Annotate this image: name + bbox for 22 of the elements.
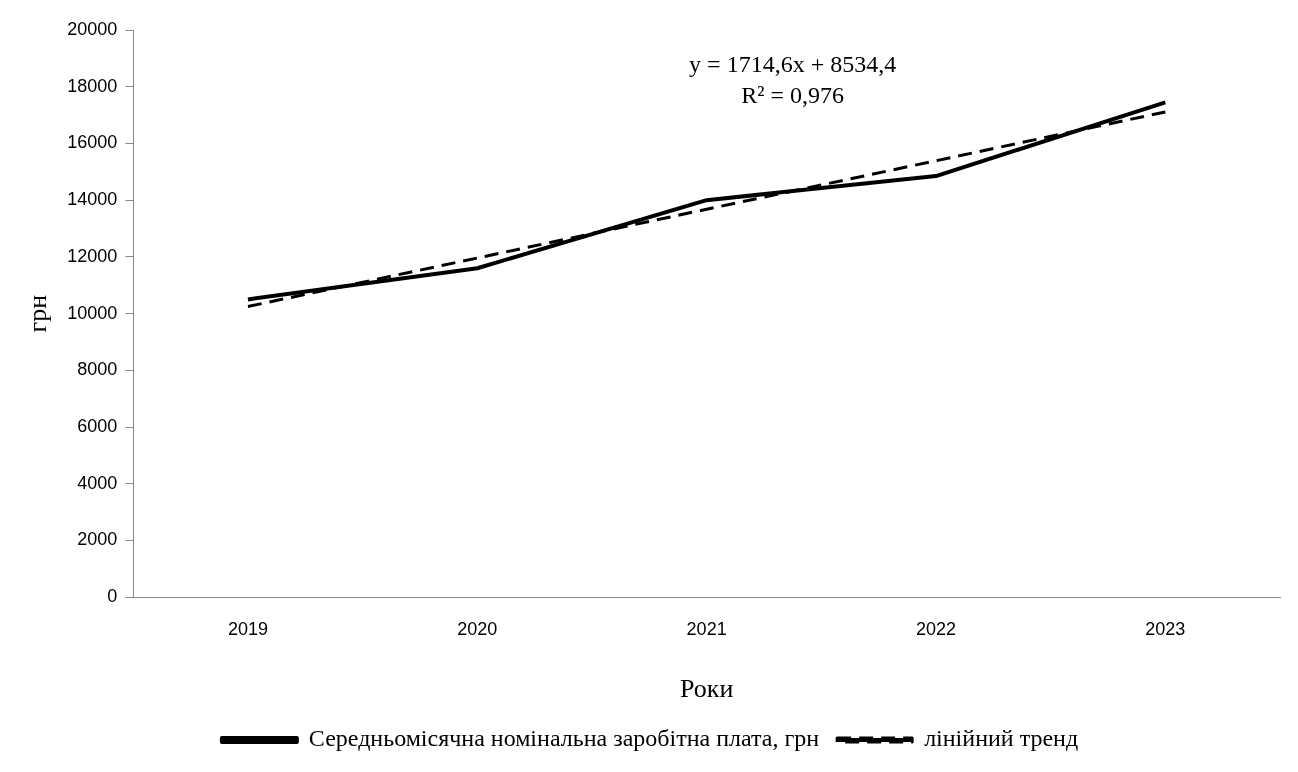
y-axis-title: грн xyxy=(23,294,53,333)
annotation: y = 1714,6x + 8534,4 xyxy=(689,51,897,78)
legend-label: лінійний тренд xyxy=(924,725,1079,752)
y-tick-label: 12000 xyxy=(67,245,118,266)
annotation: R² = 0,976 xyxy=(741,82,845,109)
y-tick-label: 8000 xyxy=(77,359,118,380)
x-tick-label: 2021 xyxy=(686,618,727,639)
x-tick-label: 2020 xyxy=(457,618,498,639)
y-tick-label: 14000 xyxy=(67,189,118,210)
x-tick-label: 2022 xyxy=(915,618,956,639)
y-tick-label: 2000 xyxy=(77,529,118,550)
y-tick-label: 18000 xyxy=(67,75,118,96)
y-tick-label: 10000 xyxy=(67,302,118,323)
x-tick-label: 2019 xyxy=(227,618,268,639)
y-tick-label: 6000 xyxy=(77,416,118,437)
y-tick-label: 4000 xyxy=(77,472,118,493)
y-tick-label: 0 xyxy=(107,586,118,607)
legend-label: Середньомісячна номінальна заробітна плата, грн xyxy=(308,725,820,752)
y-tick-label: 16000 xyxy=(67,132,118,153)
x-axis-title: Роки xyxy=(679,674,734,704)
y-tick-label: 20000 xyxy=(67,18,118,39)
x-tick-label: 2023 xyxy=(1145,618,1186,639)
